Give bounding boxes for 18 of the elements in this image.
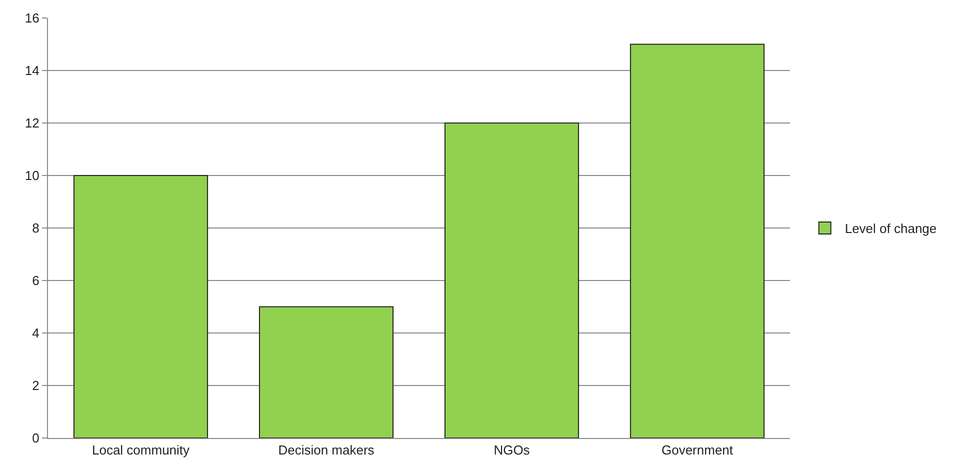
bar: [258, 306, 394, 438]
y-tick-label: 12: [24, 116, 40, 131]
legend-label: Level of change: [844, 221, 937, 236]
y-tick-label: 8: [32, 220, 40, 236]
bar: [630, 44, 765, 438]
x-tick-label: NGOs: [494, 442, 530, 458]
y-tick-label: 4: [32, 326, 40, 341]
y-tick-label: 6: [32, 273, 40, 288]
x-tick-label: Decision makers: [278, 442, 375, 458]
y-tick-label: 2: [32, 378, 40, 394]
y-tick-label: 16: [24, 10, 40, 26]
x-tick-label: Local community: [92, 442, 190, 458]
y-tick-label: 0: [32, 430, 40, 446]
y-tick-label: 10: [24, 168, 40, 184]
y-tick-label: 14: [24, 63, 40, 78]
x-tick-label: Government: [661, 442, 734, 458]
bar: [73, 175, 208, 438]
bar: [444, 122, 580, 438]
